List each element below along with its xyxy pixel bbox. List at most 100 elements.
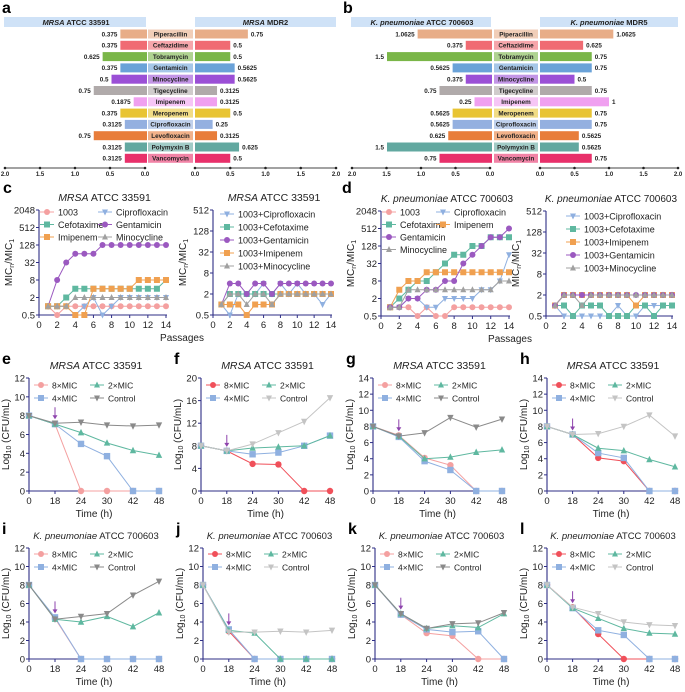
value-label-right: 0.75 [251,31,264,38]
y-axis-label: Log10 (CFU/mL) [173,399,185,470]
tick-mark [419,166,423,170]
marker-triangle-down [249,441,256,448]
tick-mark [38,166,42,170]
legend-label: Ciprofloxacin [116,207,168,217]
marker-triangle-up [72,294,79,300]
value-label-right: 0.25 [216,122,229,129]
y-tick-label: 6 [538,599,543,610]
marker-triangle-up [447,453,454,460]
legend-label: 1003+Minocycline [238,261,310,271]
legend-label: 4×MIC [570,393,595,403]
marker-square [384,564,390,570]
x-tick-label: 48 [154,664,165,675]
marker-triangle-down [432,304,439,311]
bar-right [540,74,575,84]
marker-square [252,301,259,308]
marker-circle [478,243,485,249]
y-tick-label: 32 [24,258,35,269]
arrow-head-icon [398,605,404,610]
value-label-right: 0.3125 [220,99,240,106]
arrow-head-icon [52,609,58,614]
series-line [546,425,675,492]
drug-label-bg [494,63,538,73]
tick-mark [573,166,576,170]
marker-circle [384,551,390,557]
bar-left [452,108,492,118]
marker-circle [475,655,482,663]
drug-label: Meropenem [153,110,189,117]
x-axis-label: Time (h) [249,677,286,688]
marker-square [624,313,630,319]
marker-triangle-up [612,381,618,388]
drug-label: Piperacillin [154,31,188,38]
marker-square [469,243,476,249]
legend-label: 2×MIC [280,380,305,390]
drug-label: Tigecycline [153,88,188,95]
marker-square [646,487,653,495]
marker-triangle-up [108,294,115,300]
marker-square [642,302,648,309]
y-label-part: 10 [352,614,359,622]
x-tick-label: 0 [36,320,41,331]
bar-right [195,63,235,73]
panel-label-i: i [2,521,6,538]
drug-label-bg [494,74,538,84]
value-label-left: 0.5 [100,77,109,84]
value-label-right: 0.5 [233,54,242,61]
y-tick-label: 6 [20,430,25,441]
y-label-part: /MIC [178,243,189,264]
bar-right [195,131,218,141]
legend-label: Control [626,393,654,403]
marker-square [597,302,603,309]
marker-triangle-up [615,291,621,298]
marker-circle [212,551,218,557]
legend-label: 1003+Minocycline [584,263,656,273]
y-axis-label: Log10 (CFU/mL) [1,568,13,639]
marker-triangle-up [243,301,250,307]
x-axis-label: Passages [160,333,204,344]
series-line [202,584,332,660]
header-bar-right [195,17,336,27]
marker-circle [117,303,124,310]
marker-circle [126,303,133,310]
legend-label: 8×MIC [226,549,251,559]
title-italic: MRSA [42,18,64,27]
marker-triangle-up [669,291,675,298]
marker-square [606,313,612,319]
x-tick-label: 42 [128,496,139,507]
bar-left [474,97,492,107]
series-line [374,584,505,629]
y-axis-label: Log10 (CFU/mL) [519,568,531,639]
legend-label: 4×MIC [396,393,421,403]
marker-square [249,451,256,458]
arrow-head-icon [570,599,576,604]
title-italic: MRSA [58,192,88,204]
legend-label: 2×MIC [108,380,133,390]
x-tick-label: 2 [397,321,402,332]
marker-square [212,564,218,570]
marker-circle [301,487,308,495]
x-tick-label: 8 [109,320,114,331]
drug-label: Tobramycin [498,54,533,61]
x-tick-label: 48 [325,496,336,507]
marker-triangle-up [103,439,111,446]
marker-square [386,221,392,228]
marker-triangle-down [569,604,576,611]
marker-square [442,260,448,267]
chart-title: K. pneumoniae ATCC 700603 [379,531,505,542]
bar-right [540,108,592,118]
marker-triangle-up [54,302,61,309]
marker-circle [311,280,318,287]
value-label-left: 0.1875 [111,99,131,106]
y-label-part: (CFU/mL) [345,399,356,446]
drug-label-bg [148,52,193,62]
marker-circle [487,304,494,311]
marker-square [451,251,458,258]
legend-label: 4×MIC [570,562,595,572]
x-axis-label: Time (h) [593,509,630,520]
tick-mark [642,166,645,170]
drug-label-bg [494,52,538,62]
marker-triangle-down [277,628,284,635]
x-tick-label: 12 [309,320,320,331]
y-label-part: MIC [178,268,189,286]
